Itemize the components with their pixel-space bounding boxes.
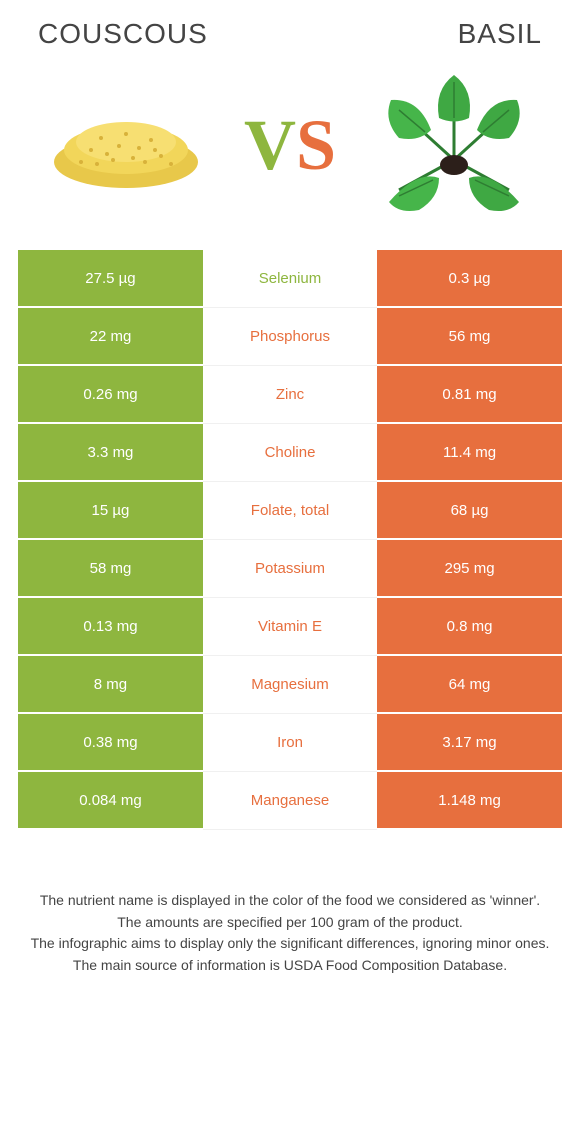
couscous-icon: [41, 90, 211, 200]
nutrient-row: 0.26 mgZinc0.81 mg: [18, 366, 562, 424]
hero-row: VS: [18, 60, 562, 250]
nutrient-row: 8 mgMagnesium64 mg: [18, 656, 562, 714]
nutrient-name-cell: Manganese: [203, 772, 377, 830]
basil-image: [346, 70, 562, 220]
vs-label: VS: [244, 109, 336, 181]
nutrient-name-cell: Selenium: [203, 250, 377, 308]
left-value-cell: 3.3 mg: [18, 424, 203, 482]
nutrient-name-cell: Iron: [203, 714, 377, 772]
left-value-cell: 27.5 µg: [18, 250, 203, 308]
right-value-cell: 68 µg: [377, 482, 562, 540]
nutrient-name-cell: Magnesium: [203, 656, 377, 714]
nutrient-row: 15 µgFolate, total68 µg: [18, 482, 562, 540]
right-value-cell: 1.148 mg: [377, 772, 562, 830]
nutrient-row: 22 mgPhosphorus56 mg: [18, 308, 562, 366]
header: COUSCOUS BASIL: [18, 18, 562, 60]
footer-line-4: The main source of information is USDA F…: [28, 955, 552, 977]
left-food-title: COUSCOUS: [38, 18, 208, 50]
footer-line-2: The amounts are specified per 100 gram o…: [28, 912, 552, 934]
right-value-cell: 0.3 µg: [377, 250, 562, 308]
nutrient-row: 0.084 mgManganese1.148 mg: [18, 772, 562, 830]
left-value-cell: 0.13 mg: [18, 598, 203, 656]
right-value-cell: 295 mg: [377, 540, 562, 598]
left-value-cell: 8 mg: [18, 656, 203, 714]
right-value-cell: 11.4 mg: [377, 424, 562, 482]
nutrient-name-cell: Vitamin E: [203, 598, 377, 656]
footer-line-1: The nutrient name is displayed in the co…: [28, 890, 552, 912]
left-value-cell: 0.084 mg: [18, 772, 203, 830]
nutrient-name-cell: Zinc: [203, 366, 377, 424]
left-value-cell: 22 mg: [18, 308, 203, 366]
right-food-title: BASIL: [458, 18, 542, 50]
nutrient-row: 3.3 mgCholine11.4 mg: [18, 424, 562, 482]
nutrient-table: 27.5 µgSelenium0.3 µg22 mgPhosphorus56 m…: [18, 250, 562, 830]
nutrient-name-cell: Potassium: [203, 540, 377, 598]
nutrient-name-cell: Phosphorus: [203, 308, 377, 366]
right-value-cell: 3.17 mg: [377, 714, 562, 772]
right-value-cell: 0.81 mg: [377, 366, 562, 424]
vs-s-letter: S: [296, 109, 336, 181]
nutrient-name-cell: Choline: [203, 424, 377, 482]
nutrient-row: 58 mgPotassium295 mg: [18, 540, 562, 598]
right-value-cell: 0.8 mg: [377, 598, 562, 656]
couscous-image: [18, 90, 234, 200]
right-value-cell: 56 mg: [377, 308, 562, 366]
left-value-cell: 58 mg: [18, 540, 203, 598]
vs-v-letter: V: [244, 109, 296, 181]
left-value-cell: 0.26 mg: [18, 366, 203, 424]
nutrient-name-cell: Folate, total: [203, 482, 377, 540]
basil-icon: [369, 70, 539, 220]
right-value-cell: 64 mg: [377, 656, 562, 714]
left-value-cell: 0.38 mg: [18, 714, 203, 772]
nutrient-row: 0.38 mgIron3.17 mg: [18, 714, 562, 772]
footer-notes: The nutrient name is displayed in the co…: [18, 830, 562, 997]
nutrient-row: 0.13 mgVitamin E0.8 mg: [18, 598, 562, 656]
footer-line-3: The infographic aims to display only the…: [28, 933, 552, 955]
left-value-cell: 15 µg: [18, 482, 203, 540]
nutrient-row: 27.5 µgSelenium0.3 µg: [18, 250, 562, 308]
